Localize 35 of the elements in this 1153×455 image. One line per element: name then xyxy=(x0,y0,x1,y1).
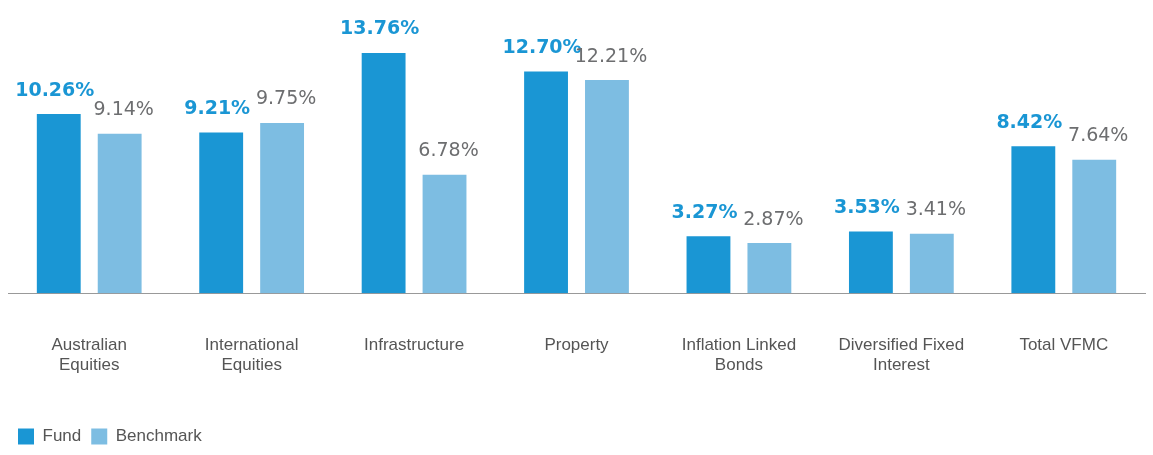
x-tick-label: Australian Equities xyxy=(51,335,128,375)
data-label: 8.42% xyxy=(996,109,1063,132)
legend-label: Benchmark xyxy=(115,426,203,446)
bar xyxy=(361,53,406,294)
data-label: 6.78% xyxy=(418,138,479,161)
data-label: 9.75% xyxy=(255,86,317,109)
bar xyxy=(848,231,893,294)
bar xyxy=(1011,146,1056,294)
x-tick-label: Total VFMC xyxy=(1019,335,1109,355)
x-tick-label: Inflation Linked Bonds xyxy=(681,335,797,375)
data-label: 7.64% xyxy=(1068,123,1129,146)
bar xyxy=(747,243,792,294)
bar xyxy=(97,133,142,294)
bar xyxy=(1072,159,1117,294)
bar xyxy=(524,71,568,294)
x-tick-label: Diversified Fixed Interest xyxy=(838,335,965,375)
x-tick-label: International Equities xyxy=(204,335,299,375)
bar xyxy=(36,114,81,294)
data-label: 9.21% xyxy=(184,95,251,118)
bar xyxy=(260,123,305,294)
bar xyxy=(199,132,244,294)
data-label: 3.53% xyxy=(833,195,900,218)
bar xyxy=(909,233,954,294)
data-label: 9.14% xyxy=(93,97,154,120)
data-label: 3.41% xyxy=(905,197,966,220)
x-tick-label: Infrastructure xyxy=(363,335,465,355)
bar xyxy=(585,80,629,294)
bar xyxy=(686,236,731,294)
data-label: 13.76% xyxy=(340,16,420,39)
data-label: 2.87% xyxy=(743,206,804,229)
legend-label: Fund xyxy=(42,426,82,446)
data-label: 3.27% xyxy=(671,199,738,222)
bar xyxy=(422,174,467,294)
data-label: 10.26% xyxy=(15,77,95,100)
x-tick-label: Property xyxy=(544,335,610,355)
